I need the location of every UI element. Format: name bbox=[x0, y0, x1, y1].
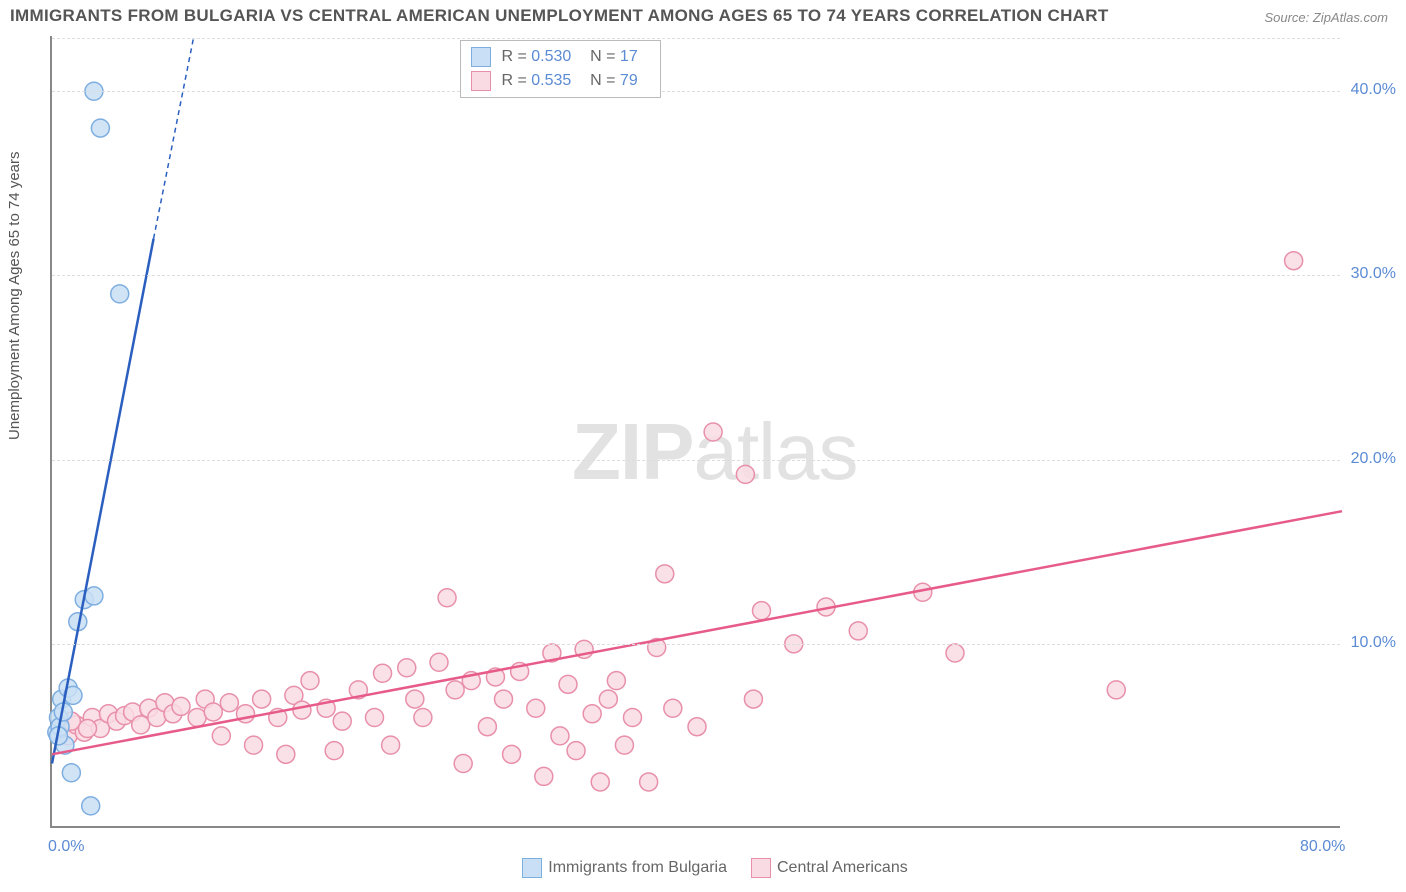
r-value: 0.530 bbox=[531, 45, 581, 69]
scatter-point bbox=[704, 423, 722, 441]
scatter-point bbox=[430, 653, 448, 671]
scatter-point bbox=[374, 664, 392, 682]
scatter-point bbox=[253, 690, 271, 708]
scatter-point bbox=[62, 764, 80, 782]
scatter-point bbox=[111, 285, 129, 303]
gridline bbox=[52, 91, 1340, 92]
scatter-point bbox=[293, 701, 311, 719]
gridline bbox=[52, 460, 1340, 461]
scatter-point bbox=[366, 708, 384, 726]
scatter-point bbox=[414, 708, 432, 726]
correlation-legend-row: R = 0.530 N = 17 bbox=[471, 45, 650, 69]
scatter-point bbox=[277, 745, 295, 763]
n-value: 79 bbox=[620, 69, 650, 93]
scatter-point bbox=[849, 622, 867, 640]
y-axis-label: Unemployment Among Ages 65 to 74 years bbox=[6, 151, 23, 440]
scatter-point bbox=[382, 736, 400, 754]
scatter-point bbox=[744, 690, 762, 708]
legend-swatch bbox=[751, 858, 771, 878]
scatter-point bbox=[535, 767, 553, 785]
scatter-point bbox=[559, 675, 577, 693]
scatter-point bbox=[204, 703, 222, 721]
legend-series-label: Immigrants from Bulgaria bbox=[548, 859, 727, 876]
scatter-point bbox=[607, 672, 625, 690]
correlation-legend-row: R = 0.535 N = 79 bbox=[471, 69, 650, 93]
x-tick-label: 80.0% bbox=[1300, 838, 1345, 856]
scatter-point bbox=[85, 587, 103, 605]
scatter-point bbox=[132, 716, 150, 734]
scatter-point bbox=[172, 697, 190, 715]
trend-line bbox=[52, 239, 154, 764]
legend-swatch bbox=[522, 858, 542, 878]
scatter-point bbox=[82, 797, 100, 815]
scatter-point bbox=[78, 720, 96, 738]
scatter-point bbox=[406, 690, 424, 708]
gridline bbox=[52, 644, 1340, 645]
x-tick-label: 0.0% bbox=[48, 838, 84, 856]
series-legend: Immigrants from Bulgaria Central American… bbox=[0, 858, 1406, 878]
scatter-point bbox=[640, 773, 658, 791]
scatter-point bbox=[551, 727, 569, 745]
scatter-point bbox=[438, 589, 456, 607]
y-tick-label: 40.0% bbox=[1351, 81, 1396, 99]
y-tick-label: 20.0% bbox=[1351, 450, 1396, 468]
scatter-point bbox=[220, 694, 238, 712]
scatter-point bbox=[325, 742, 343, 760]
scatter-point bbox=[446, 681, 464, 699]
gridline bbox=[52, 275, 1340, 276]
scatter-point bbox=[688, 718, 706, 736]
scatter-point bbox=[624, 708, 642, 726]
scatter-point bbox=[212, 727, 230, 745]
scatter-point bbox=[527, 699, 545, 717]
scatter-point bbox=[656, 565, 674, 583]
scatter-point bbox=[495, 690, 513, 708]
scatter-point bbox=[946, 644, 964, 662]
trend-line-extrapolated bbox=[154, 36, 194, 239]
scatter-point bbox=[188, 708, 206, 726]
n-value: 17 bbox=[620, 45, 650, 69]
chart-title: IMMIGRANTS FROM BULGARIA VS CENTRAL AMER… bbox=[10, 6, 1109, 26]
scatter-point bbox=[591, 773, 609, 791]
scatter-point bbox=[583, 705, 601, 723]
scatter-point bbox=[736, 465, 754, 483]
scatter-point bbox=[1107, 681, 1125, 699]
scatter-point bbox=[615, 736, 633, 754]
y-tick-label: 10.0% bbox=[1351, 634, 1396, 652]
scatter-point bbox=[91, 119, 109, 137]
scatter-point bbox=[454, 755, 472, 773]
source-attribution: Source: ZipAtlas.com bbox=[1264, 10, 1388, 25]
legend-series-label: Central Americans bbox=[777, 859, 908, 876]
scatter-point bbox=[398, 659, 416, 677]
scatter-point bbox=[333, 712, 351, 730]
plot-area: ZIPatlas 10.0%20.0%30.0%40.0% bbox=[50, 36, 1340, 828]
scatter-point bbox=[503, 745, 521, 763]
gridline bbox=[52, 38, 1340, 39]
scatter-point bbox=[664, 699, 682, 717]
scatter-point bbox=[301, 672, 319, 690]
scatter-point bbox=[753, 602, 771, 620]
scatter-point bbox=[1285, 252, 1303, 270]
legend-swatch bbox=[471, 47, 491, 67]
scatter-point bbox=[567, 742, 585, 760]
correlation-legend-box: R = 0.530 N = 17 R = 0.535 N = 79 bbox=[460, 40, 661, 98]
legend-swatch bbox=[471, 71, 491, 91]
scatter-chart-svg bbox=[52, 36, 1340, 826]
scatter-point bbox=[478, 718, 496, 736]
r-value: 0.535 bbox=[531, 69, 581, 93]
y-tick-label: 30.0% bbox=[1351, 265, 1396, 283]
scatter-point bbox=[599, 690, 617, 708]
scatter-point bbox=[245, 736, 263, 754]
